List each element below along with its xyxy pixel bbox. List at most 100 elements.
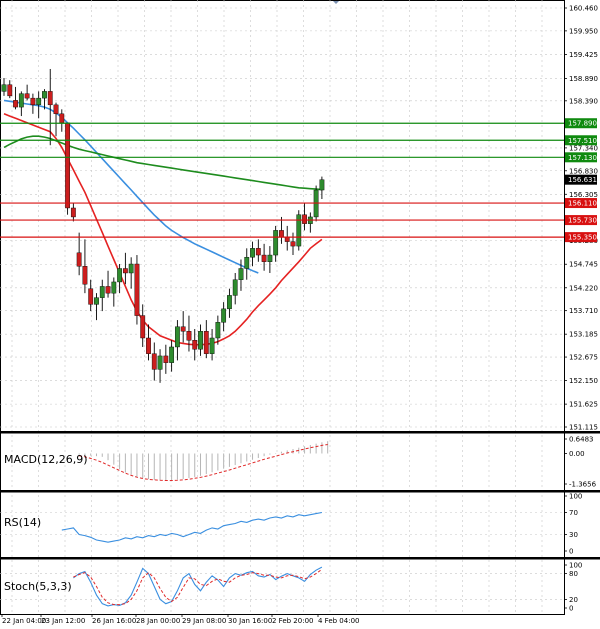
candle-bear (192, 340, 198, 350)
candle-bear (65, 122, 70, 209)
stoch-tick-label: 80 (569, 570, 578, 578)
candle-bull (18, 93, 24, 108)
candle-bull (94, 297, 99, 305)
candle-bull (99, 286, 105, 298)
candle-bull (169, 346, 175, 363)
candle-bull (221, 308, 227, 323)
ma_fast-line (3, 113, 323, 346)
support-level-tag (565, 232, 597, 243)
price-tick-label: 159.425 (569, 51, 598, 59)
candle-bull (1, 84, 7, 92)
candle-bear (261, 254, 267, 262)
price-tick-label: 156.830 (569, 167, 598, 175)
candle-bull (273, 230, 279, 256)
stoch-title: Stoch(5,3,3) (4, 580, 72, 593)
candle-bear (70, 207, 76, 218)
stoch-tick-label: 100 (569, 562, 582, 570)
candle-bear (146, 337, 151, 354)
candle-bear (47, 91, 53, 106)
candle-bear (151, 353, 157, 370)
candle-bear (7, 84, 13, 97)
ma_slow-line (3, 135, 322, 191)
price-tick-label: 159.950 (569, 27, 598, 35)
candle-bear (24, 93, 30, 99)
time-tick-label: 2 Feb 20:00 (272, 617, 313, 625)
candle-bear (203, 331, 209, 354)
support-level-tag (565, 215, 597, 226)
macd-tick-label: 0.00 (569, 450, 585, 458)
price-tick-label: 154.745 (569, 261, 598, 269)
macd-title: MACD(12,26,9) (4, 453, 88, 466)
price-tick-label: 153.185 (569, 331, 598, 339)
scroll-marker-icon (333, 1, 339, 4)
candle-bull (215, 322, 221, 339)
price-tick-label: 151.625 (569, 401, 598, 409)
candle-bear (284, 236, 290, 242)
candle-bull (117, 268, 123, 283)
candle-bear (59, 113, 65, 123)
ma_mid-line (3, 99, 259, 274)
macd-tick-label: -1.3656 (569, 481, 597, 489)
candle-bull (232, 279, 238, 296)
time-tick-label: 4 Feb 04:00 (318, 617, 359, 625)
candle-bear (30, 97, 36, 106)
stoch-signal-line (73, 568, 323, 606)
candle-bear (163, 355, 169, 363)
price-tick-label: 152.675 (569, 354, 598, 362)
candle-bull (250, 248, 255, 258)
support-level-tag (565, 198, 597, 209)
macd-tick-label: 0.6483 (569, 436, 594, 444)
last-price-tag (565, 174, 597, 185)
time-tick-label: 30 Jan 16:00 (228, 617, 272, 625)
candle-bull (42, 91, 47, 99)
macd-signal-line (79, 444, 328, 481)
price-tick-label: 153.710 (569, 307, 598, 315)
candle-bull (319, 179, 325, 191)
rsi-title: RS(14) (4, 516, 41, 529)
support-level-label: 155.350 (568, 234, 597, 242)
candle-bear (186, 331, 192, 341)
candle-bear (134, 263, 140, 316)
rsi-line (61, 511, 323, 543)
stoch-tick-label: 20 (569, 596, 578, 604)
candle-bull (296, 214, 302, 247)
rsi-tick-label: 30 (569, 531, 578, 539)
price-tick-label: 152.150 (569, 377, 598, 385)
candle-bull (227, 295, 232, 310)
candle-bear (140, 315, 146, 339)
candle-bull (111, 281, 117, 294)
candle-bull (198, 331, 203, 350)
pane-separator (0, 557, 600, 560)
candle-bull (128, 263, 134, 274)
candle-bear (302, 214, 307, 224)
price-tick-label: 156.305 (569, 191, 598, 199)
price-tick-label: 151.115 (569, 424, 598, 432)
stoch-tick-label: 0 (569, 605, 573, 613)
support-level-label: 156.110 (568, 200, 597, 208)
resistance-level-label: 157.130 (568, 154, 597, 162)
candle-bear (290, 241, 296, 247)
rsi-tick-label: 100 (569, 493, 582, 501)
last-price-label: 156.631 (568, 176, 597, 184)
candle-bull (238, 268, 244, 280)
candle-bull (244, 257, 250, 269)
rsi-tick-label: 0 (569, 548, 573, 556)
time-tick-label: 23 Jan 12:00 (41, 617, 85, 625)
candle-bear (279, 230, 284, 238)
candle-bull (157, 355, 163, 370)
rsi-tick-label: 70 (569, 509, 578, 517)
candle-bear (105, 286, 111, 294)
candle-bear (255, 248, 261, 256)
candle-bull (267, 254, 273, 262)
time-tick-label: 28 Jan 00:00 (136, 617, 180, 625)
candle-bear (76, 252, 82, 267)
candle-bear (180, 326, 186, 332)
resistance-level-tag (565, 118, 597, 129)
price-tick-label: 157.340 (569, 144, 598, 152)
candle-bear (13, 100, 18, 108)
plot-frame (0, 0, 565, 615)
candle-bull (36, 97, 42, 106)
price-tick-label: 154.220 (569, 284, 598, 292)
candle-bull (209, 337, 215, 354)
